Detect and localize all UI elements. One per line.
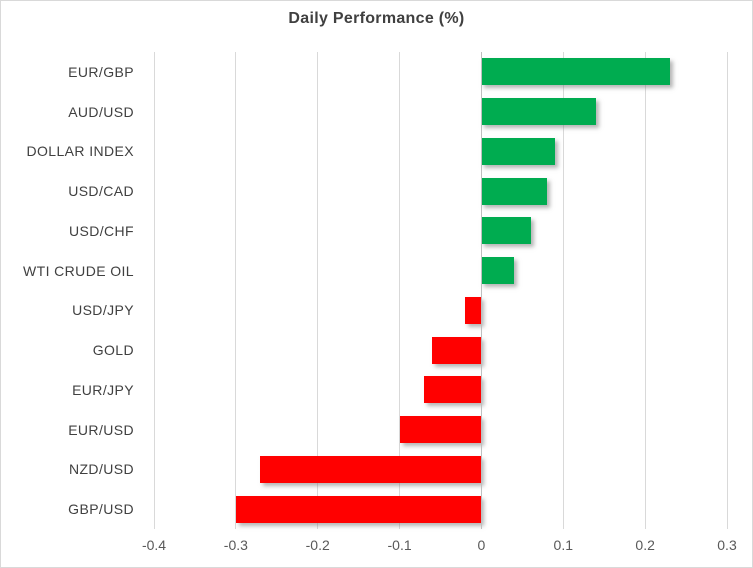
zero-axis-line <box>480 52 482 529</box>
category-label: GBP/USD <box>68 501 134 518</box>
gridline <box>644 52 646 529</box>
gridline <box>317 52 319 529</box>
x-tick-label: -0.2 <box>305 537 330 553</box>
bar-eur-usd <box>399 416 482 444</box>
gridline <box>235 52 237 529</box>
x-tick-label: 0.1 <box>553 537 574 553</box>
bar-usd-chf <box>481 217 531 245</box>
bar-aud-usd <box>481 98 597 126</box>
x-tick-label: 0.2 <box>635 537 655 553</box>
bar-eur-jpy <box>424 376 482 404</box>
category-label: EUR/JPY <box>72 381 134 398</box>
category-label: EUR/USD <box>68 421 134 438</box>
category-label: USD/CHF <box>68 222 134 239</box>
category-label: EUR/GBP <box>68 63 134 80</box>
x-tick-label: -0.4 <box>141 537 167 553</box>
bar-wti-crude-oil <box>481 257 515 285</box>
x-tick-label: 0.3 <box>717 537 737 553</box>
x-tick-label: 0 <box>477 537 486 553</box>
category-label: GOLD <box>92 342 134 359</box>
bar-usd-jpy <box>465 296 482 324</box>
x-tick-label: -0.1 <box>387 537 412 553</box>
bar-usd-cad <box>481 177 547 205</box>
category-label: WTI CRUDE OIL <box>23 262 134 279</box>
chart-title: Daily Performance (%) <box>288 10 465 27</box>
gridline <box>562 52 564 529</box>
category-label: USD/JPY <box>72 302 134 319</box>
gridline <box>153 52 155 529</box>
category-axis: EUR/GBP AUD/USD DOLLAR INDEX USD/CAD USD/CHF… <box>1 52 142 529</box>
category-label: AUD/USD <box>68 103 134 120</box>
bar-gbp-usd <box>235 495 482 523</box>
x-tick-label: -0.3 <box>223 537 248 553</box>
category-label: DOLLAR INDEX <box>26 143 134 160</box>
gridline <box>399 52 401 529</box>
category-label: USD/CAD <box>68 183 134 200</box>
bar-gold <box>432 336 482 364</box>
category-label: NZD/USD <box>68 461 134 478</box>
bar-eur-gbp <box>481 58 670 86</box>
plot-area <box>153 52 728 529</box>
bar-nzd-usd <box>260 455 482 483</box>
gridline <box>726 52 728 529</box>
value-axis: -0.4 -0.3 -0.2 -0.1 0 0.1 0.2 0.3 <box>142 537 737 557</box>
bar-dollar-index <box>481 137 556 165</box>
